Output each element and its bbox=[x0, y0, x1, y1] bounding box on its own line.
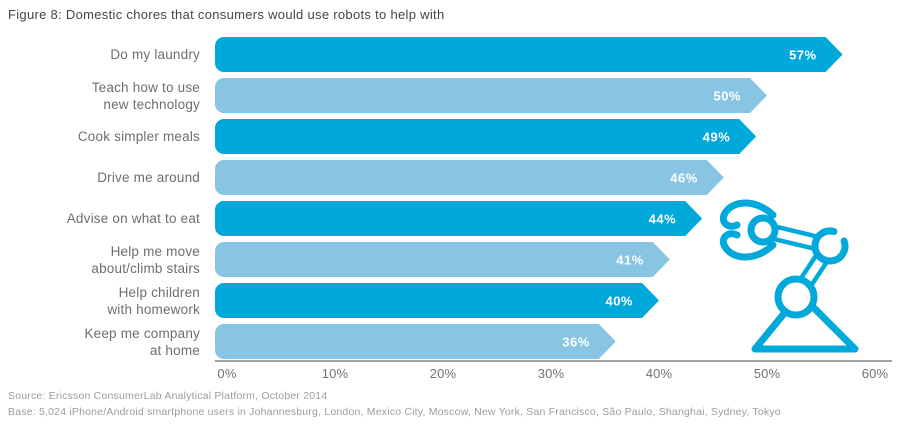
category-label: Drive me around bbox=[97, 170, 200, 185]
value-label: 40% bbox=[605, 293, 633, 308]
bar-track: 40% bbox=[215, 283, 893, 318]
bar-row: Teach how to use new technology 50% bbox=[15, 75, 893, 116]
value-label: 57% bbox=[789, 47, 817, 62]
bar-row: Keep me company at home 36% bbox=[15, 321, 893, 362]
x-tick-label: 50% bbox=[753, 366, 781, 381]
bar-track: 44% bbox=[215, 201, 893, 236]
base-line: Base: 5,024 iPhone/Android smartphone us… bbox=[8, 406, 781, 418]
value-label: 49% bbox=[702, 129, 731, 144]
category-label: Help me move about/climb stairs bbox=[91, 243, 200, 276]
x-tick-label: 10% bbox=[321, 366, 349, 381]
bar-row: Do my laundry 57% bbox=[15, 34, 893, 75]
figure-title: Figure 8: Domestic chores that consumers… bbox=[8, 7, 445, 22]
value-label: 36% bbox=[562, 334, 590, 349]
bar: 36% bbox=[215, 324, 616, 359]
x-tick-label: 30% bbox=[537, 366, 565, 381]
bar: 41% bbox=[215, 242, 670, 277]
bar: 46% bbox=[215, 160, 724, 195]
bar-row: Advise on what to eat 44% bbox=[15, 198, 893, 239]
x-axis-line bbox=[215, 360, 892, 362]
x-axis-ticks: 0% 10% 20% 30% 40% 50% 60% bbox=[0, 366, 906, 384]
bar-chart: Do my laundry 57% Teach how to use new tec… bbox=[15, 34, 893, 362]
category-label: Advise on what to eat bbox=[66, 211, 200, 226]
value-label: 41% bbox=[616, 252, 644, 267]
bar-track: 50% bbox=[215, 78, 893, 113]
bar-track: 41% bbox=[215, 242, 893, 277]
value-label: 50% bbox=[713, 88, 741, 103]
bar: 50% bbox=[215, 78, 767, 113]
value-label: 46% bbox=[670, 170, 698, 185]
bar-track: 36% bbox=[215, 324, 893, 359]
category-label: Help children with homework bbox=[107, 284, 200, 317]
bar: 57% bbox=[215, 37, 843, 72]
bar-track: 57% bbox=[215, 37, 893, 72]
x-tick-label: 0% bbox=[217, 366, 237, 381]
category-label: Keep me company at home bbox=[84, 325, 200, 358]
x-tick-label: 20% bbox=[429, 366, 457, 381]
value-label: 44% bbox=[648, 211, 677, 226]
bar: 49% bbox=[215, 119, 756, 154]
source-line: Source: Ericsson ConsumerLab Analytical … bbox=[8, 390, 328, 402]
category-label: Cook simpler meals bbox=[77, 129, 200, 144]
bar-row: Cook simpler meals 49% bbox=[15, 116, 893, 157]
bar-row: Help me move about/climb stairs 41% bbox=[15, 239, 893, 280]
footer: Source: Ericsson ConsumerLab Analytical … bbox=[8, 388, 781, 420]
category-label: Teach how to use new technology bbox=[91, 79, 200, 112]
category-label: Do my laundry bbox=[110, 47, 200, 62]
robot-base bbox=[751, 290, 859, 353]
bar: 44% bbox=[215, 201, 702, 236]
x-tick-label: 60% bbox=[861, 366, 889, 381]
bar-track: 46% bbox=[215, 160, 893, 195]
bar-row: Help children with homework 40% bbox=[15, 280, 893, 321]
x-tick-label: 40% bbox=[645, 366, 673, 381]
robot-arm-icon bbox=[719, 199, 859, 353]
bar-row: Drive me around 46% bbox=[15, 157, 893, 198]
bar-track: 49% bbox=[215, 119, 893, 154]
bar: 40% bbox=[215, 283, 659, 318]
